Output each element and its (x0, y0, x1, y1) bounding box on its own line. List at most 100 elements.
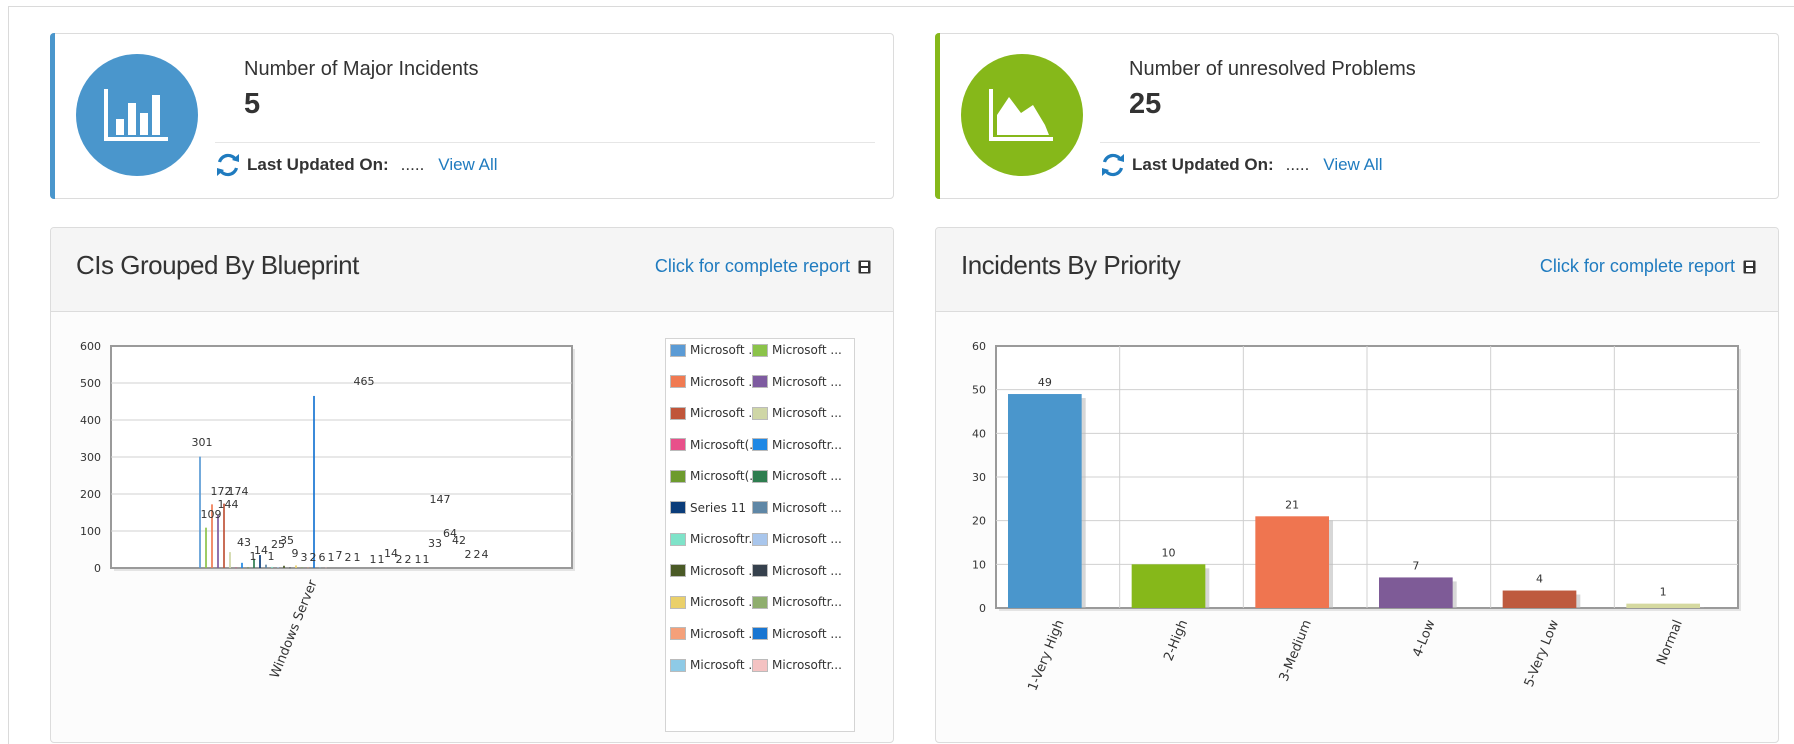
x-tick-label: 5-Very Low (1522, 618, 1563, 690)
bar-2-high (1131, 564, 1206, 608)
y-tick-label: 600 (80, 340, 101, 353)
data-label: 2 (310, 551, 317, 564)
data-label: 21 (1285, 498, 1299, 511)
last-updated-label: Last Updated On: (247, 155, 389, 174)
bar-series-18 (301, 567, 303, 568)
legend-item[interactable]: Microsoftr... (752, 658, 842, 672)
unresolved-problems-card: Number of unresolved Problems 25 Last Up… (935, 33, 1779, 199)
legend-item[interactable]: Microsoft ... (670, 343, 760, 357)
bar-4-low (1379, 577, 1453, 608)
save-icon[interactable] (858, 260, 871, 274)
save-icon[interactable] (1743, 260, 1756, 274)
bar-series-10 (253, 558, 255, 568)
legend-item[interactable]: Microsoft ... (670, 595, 760, 609)
refresh-icon[interactable] (215, 152, 241, 178)
x-tick-label: Windows Server (268, 577, 321, 680)
major-incidents-card: Number of Major Incidents 5 Last Updated… (50, 33, 894, 199)
complete-report-link[interactable]: Click for complete report (1540, 256, 1756, 277)
legend-item[interactable]: Microsoft(... (670, 469, 760, 483)
legend-item[interactable]: Microsoft ... (752, 532, 842, 546)
legend-swatch (670, 501, 686, 514)
x-tick-label: Normal (1654, 618, 1686, 667)
legend-item[interactable]: Microsoft ... (670, 406, 760, 420)
incidents-by-priority-panel: Incidents By Priority Click for complete… (935, 227, 1779, 743)
data-label: 35 (280, 534, 294, 547)
legend-item[interactable]: Microsoft ... (752, 406, 842, 420)
legend-item[interactable]: Microsoft ... (752, 375, 842, 389)
data-label: 2 (465, 548, 472, 561)
legend-swatch (670, 532, 686, 546)
bar-series-22 (325, 567, 327, 569)
legend-item[interactable]: Microsoft ... (752, 469, 842, 483)
legend-label: Microsoft ... (690, 343, 760, 357)
data-label: 144 (218, 498, 239, 511)
data-label: 33 (428, 537, 442, 550)
panel-header: CIs Grouped By Blueprint Click for compl… (51, 228, 893, 312)
bar-series-4 (217, 514, 219, 568)
legend-label: Microsoft ... (690, 406, 760, 420)
legend-item[interactable]: Microsoftr... (670, 532, 760, 546)
data-label: 1 (370, 553, 377, 566)
legend-label: Microsoft ... (772, 343, 842, 357)
x-tick-label: 3-Medium (1277, 618, 1315, 684)
legend-label: Microsoft ... (690, 563, 760, 578)
bar-series-20 (313, 395, 315, 568)
legend-item[interactable]: Microsoftr... (752, 595, 842, 609)
view-all-link[interactable]: View All (438, 155, 498, 174)
bar-1-very-high (1008, 394, 1082, 608)
cis-by-blueprint-panel: CIs Grouped By Blueprint Click for compl… (50, 227, 894, 743)
legend-item[interactable]: Microsoft ... (670, 627, 760, 641)
legend-item[interactable]: Microsoft ... (752, 501, 842, 515)
legend-item[interactable]: Microsoft ... (670, 564, 760, 578)
kpi-value: 5 (244, 88, 261, 120)
legend-label: Microsoft(... (690, 469, 760, 483)
y-tick-label: 300 (80, 451, 101, 464)
x-tick-label: 1-Very High (1025, 618, 1067, 693)
priority-bar-chart: 0 10 20 30 40 50 60 49 1-Very High 10 2-High 21 3-Me… (972, 340, 1741, 693)
legend-label: Microsoft ... (690, 626, 760, 641)
legend-swatch (670, 343, 686, 357)
data-label: 1 (423, 553, 430, 566)
bar-series-6 (229, 552, 231, 568)
legend-item[interactable]: Microsoft ... (670, 658, 760, 672)
data-label: 301 (192, 436, 213, 449)
report-link-label[interactable]: Click for complete report (1539, 256, 1735, 276)
complete-report-link[interactable]: Click for complete report (655, 256, 871, 277)
panel-header: Incidents By Priority Click for complete… (936, 228, 1778, 312)
legend-item[interactable]: Microsoftr... (752, 438, 842, 452)
bar-series-16 (289, 567, 291, 569)
data-label: 6 (319, 551, 326, 564)
bar-normal (1626, 603, 1700, 608)
data-label: 2 (345, 551, 352, 564)
legend-label: Microsoft ... (772, 500, 842, 515)
legend-item[interactable]: Microsoft ... (670, 375, 760, 389)
data-label: 1 (354, 551, 361, 564)
legend-item[interactable]: Microsoft ... (752, 343, 842, 357)
card-accent (935, 33, 940, 199)
legend-item[interactable]: Microsoft(... (670, 438, 760, 452)
bar-3-medium (1255, 516, 1329, 608)
legend-label: Microsoftr... (772, 595, 842, 609)
bar-series-3 (211, 504, 213, 568)
report-link-label[interactable]: Click for complete report (654, 256, 850, 276)
y-tick-label: 50 (972, 384, 986, 397)
bar-chart-icon (102, 85, 172, 145)
data-label: 7 (336, 549, 343, 562)
bar-series-5 (223, 503, 225, 568)
data-label: 10 (1162, 546, 1176, 559)
data-label: 109 (201, 508, 222, 521)
y-tick-label: 100 (80, 525, 101, 538)
data-label: 14 (254, 544, 268, 557)
legend-item[interactable]: Microsoft ... (752, 564, 842, 578)
data-label: 465 (354, 375, 375, 388)
x-tick-group: 5-Very Low (1522, 618, 1563, 690)
x-tick-group: Windows Server (268, 577, 321, 680)
legend-item[interactable]: Series 11 (670, 501, 760, 515)
refresh-icon[interactable] (1100, 152, 1126, 178)
view-all-link[interactable]: View All (1323, 155, 1383, 174)
legend-item[interactable]: Microsoft ... (752, 627, 842, 641)
legend-swatch (752, 532, 768, 546)
legend-swatch (670, 469, 686, 483)
legend-swatch (752, 343, 768, 357)
